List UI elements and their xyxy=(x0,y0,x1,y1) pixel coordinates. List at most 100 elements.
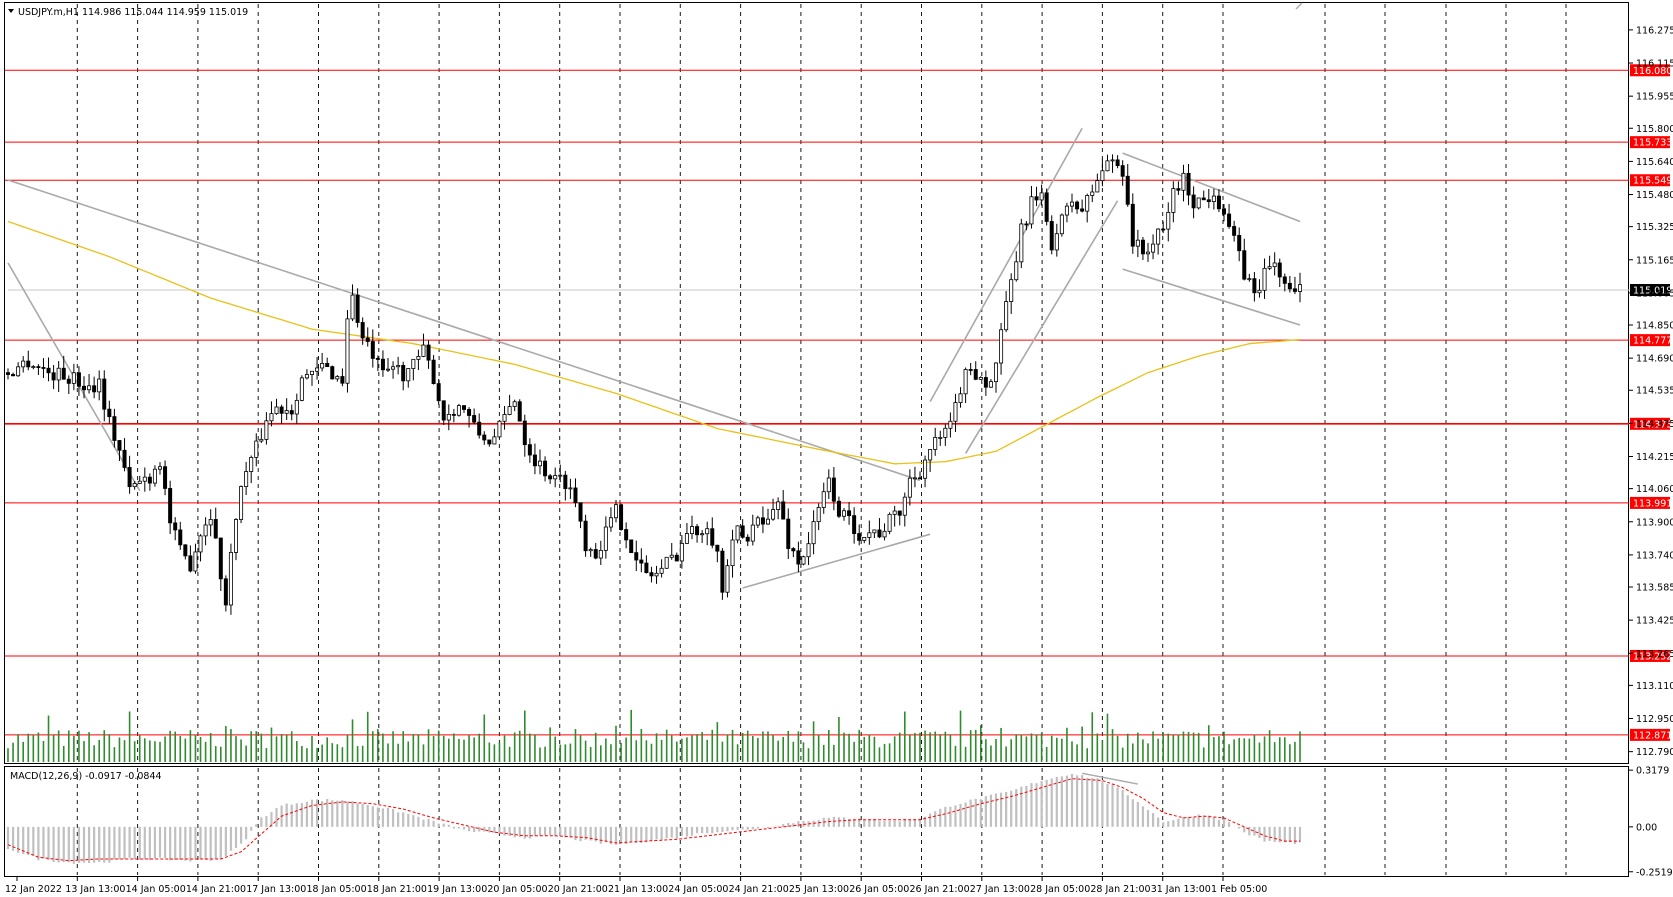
candle-body xyxy=(1298,284,1303,292)
candle-body xyxy=(117,440,122,451)
candle-body xyxy=(532,454,537,467)
candle-body xyxy=(1267,266,1272,269)
candle-body xyxy=(507,406,512,415)
level-price-label: 113.252 xyxy=(1633,651,1672,662)
level-price-tag xyxy=(1630,649,1670,662)
candle-body xyxy=(994,362,999,383)
candle-body xyxy=(330,366,335,380)
candle-body xyxy=(563,474,568,489)
candle-body xyxy=(1181,172,1186,191)
candle-body xyxy=(472,415,477,423)
candle-body xyxy=(218,537,223,580)
candle-body xyxy=(1292,288,1297,292)
candle-body xyxy=(203,524,208,537)
price-axis[interactable]: 116.275 116.115 115.955 115.800 115.640 115.4… xyxy=(1629,25,1673,758)
candle-body xyxy=(325,363,330,368)
candle-body xyxy=(365,337,370,342)
candle-body xyxy=(857,533,862,541)
symbol-dropdown-icon[interactable] xyxy=(8,9,14,13)
candle-body xyxy=(391,366,396,370)
candle-body xyxy=(112,416,117,441)
candle-body xyxy=(183,544,188,557)
candle-body xyxy=(36,366,41,368)
candle-body xyxy=(375,358,380,360)
candle-body xyxy=(781,501,786,520)
candle-body xyxy=(553,475,558,480)
candle-body xyxy=(522,420,527,446)
macd-axis-label: -0.2519 xyxy=(1636,867,1673,878)
candle-body xyxy=(948,420,953,429)
candle-body xyxy=(355,294,360,323)
candle-body xyxy=(66,378,71,384)
candle-body xyxy=(269,413,274,422)
candle-body xyxy=(1242,250,1247,280)
candle-body xyxy=(385,368,390,371)
candle-body xyxy=(750,524,755,542)
candle-body xyxy=(1054,233,1059,251)
candle-body xyxy=(46,367,51,374)
time-axis[interactable]: 12 Jan 2022 13 Jan 13:00 14 Jan 05:00 14 Ja… xyxy=(5,877,1267,895)
horizontal-levels[interactable]: 116.080 115.733 115.549 114.777 114.373 113.9… xyxy=(5,64,1672,741)
time-axis-label: 26 Jan 05:00 xyxy=(849,884,909,895)
candle-body xyxy=(92,385,97,393)
candle-body xyxy=(811,521,816,545)
candle-body xyxy=(938,437,943,439)
candle-body xyxy=(299,377,304,401)
price-axis-label: 112.950 xyxy=(1636,714,1673,725)
candle-body xyxy=(416,356,421,360)
candle-body xyxy=(31,366,36,368)
candle-body xyxy=(1140,239,1145,255)
candle-body xyxy=(1176,188,1181,191)
candle-body xyxy=(1125,175,1130,205)
volume-bars xyxy=(7,709,1301,762)
candle-body xyxy=(335,376,340,380)
level-price-tag xyxy=(1630,334,1670,347)
candle-body xyxy=(502,414,507,422)
candle-body xyxy=(715,544,720,552)
candle-body xyxy=(122,449,127,468)
candle-body xyxy=(710,528,715,546)
candle-body xyxy=(1024,223,1029,226)
candle-body xyxy=(1009,279,1014,302)
candle-body xyxy=(315,367,320,372)
candle-body xyxy=(735,525,740,541)
candlesticks xyxy=(6,154,1303,615)
candle-body xyxy=(776,501,781,510)
candle-body xyxy=(527,444,532,456)
candle-body xyxy=(26,360,31,368)
candle-body xyxy=(6,372,11,375)
price-axis-label: 113.110 xyxy=(1636,681,1673,692)
candle-body xyxy=(928,449,933,461)
price-axis-label: 114.690 xyxy=(1636,354,1673,365)
candle-body xyxy=(644,562,649,574)
price-axis-label: 114.850 xyxy=(1636,321,1673,332)
candle-body xyxy=(578,502,583,522)
candle-body xyxy=(771,509,776,520)
candle-body xyxy=(1110,159,1115,162)
candle-body xyxy=(755,517,760,526)
time-axis-label: 26 Jan 21:00 xyxy=(910,884,970,895)
price-axis-label: 115.005 xyxy=(1636,288,1673,299)
candle-body xyxy=(1004,301,1009,331)
chart-shift-marker[interactable] xyxy=(1295,2,1303,10)
time-axis-label: 31 Jan 13:00 xyxy=(1151,884,1211,895)
candle-body xyxy=(1059,214,1064,235)
candle-body xyxy=(842,510,847,517)
candle-body xyxy=(1262,267,1267,291)
time-axis-label: 28 Jan 05:00 xyxy=(1030,884,1090,895)
level-price-label: 113.991 xyxy=(1633,498,1672,509)
candle-body xyxy=(279,406,284,414)
candle-body xyxy=(228,552,233,606)
level-price-tag xyxy=(1630,496,1670,509)
candle-body xyxy=(806,543,811,558)
candle-body xyxy=(801,556,806,565)
candle-body xyxy=(558,474,563,477)
candle-body xyxy=(157,466,162,470)
price-axis-label: 115.165 xyxy=(1636,255,1673,266)
time-axis-label: 28 Jan 21:00 xyxy=(1090,884,1150,895)
candle-body xyxy=(882,530,887,538)
candle-body xyxy=(700,533,705,536)
candle-body xyxy=(406,368,411,382)
candle-body xyxy=(740,525,745,538)
